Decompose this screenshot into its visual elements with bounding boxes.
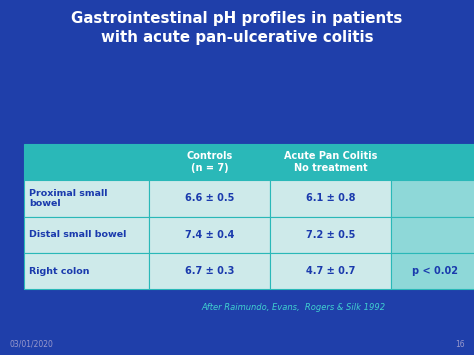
FancyBboxPatch shape	[24, 253, 149, 289]
FancyBboxPatch shape	[270, 253, 391, 289]
Text: 7.4 ± 0.4: 7.4 ± 0.4	[185, 230, 235, 240]
FancyBboxPatch shape	[391, 180, 474, 217]
FancyBboxPatch shape	[270, 217, 391, 253]
Text: Acute Pan Colitis
No treatment: Acute Pan Colitis No treatment	[284, 151, 377, 173]
Text: Proximal small
bowel: Proximal small bowel	[29, 189, 108, 208]
FancyBboxPatch shape	[270, 180, 391, 217]
Text: Right colon: Right colon	[29, 267, 90, 275]
Text: After Raimundo, Evans,  Rogers & Silk 1992: After Raimundo, Evans, Rogers & Silk 199…	[202, 302, 386, 312]
Text: Gastrointestinal pH profiles in patients
with acute pan-ulcerative colitis: Gastrointestinal pH profiles in patients…	[71, 11, 403, 45]
Text: 6.1 ± 0.8: 6.1 ± 0.8	[306, 193, 356, 203]
FancyBboxPatch shape	[391, 253, 474, 289]
FancyBboxPatch shape	[24, 144, 149, 180]
FancyBboxPatch shape	[149, 180, 270, 217]
Text: 4.7 ± 0.7: 4.7 ± 0.7	[306, 266, 356, 276]
Text: 6.7 ± 0.3: 6.7 ± 0.3	[185, 266, 235, 276]
Text: 16: 16	[455, 340, 465, 349]
FancyBboxPatch shape	[149, 253, 270, 289]
Text: Distal small bowel: Distal small bowel	[29, 230, 127, 239]
FancyBboxPatch shape	[24, 217, 149, 253]
FancyBboxPatch shape	[149, 217, 270, 253]
Text: p < 0.02: p < 0.02	[412, 266, 458, 276]
FancyBboxPatch shape	[149, 144, 270, 180]
FancyBboxPatch shape	[24, 180, 149, 217]
FancyBboxPatch shape	[391, 144, 474, 180]
Text: 7.2 ± 0.5: 7.2 ± 0.5	[306, 230, 356, 240]
FancyBboxPatch shape	[270, 144, 391, 180]
FancyBboxPatch shape	[391, 217, 474, 253]
Text: 6.6 ± 0.5: 6.6 ± 0.5	[185, 193, 235, 203]
Text: Controls
(n = 7): Controls (n = 7)	[187, 151, 233, 173]
Text: 03/01/2020: 03/01/2020	[9, 340, 54, 349]
